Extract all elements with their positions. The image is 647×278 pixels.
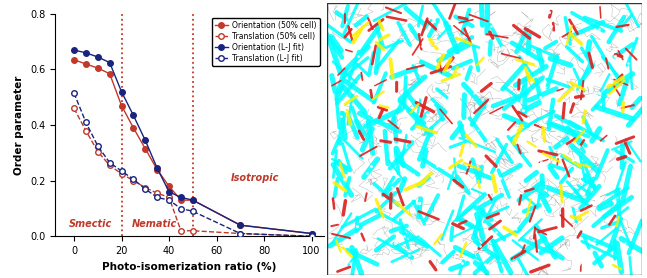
- X-axis label: Photo-isomerization ratio (%): Photo-isomerization ratio (%): [102, 262, 276, 272]
- Y-axis label: Order parameter: Order parameter: [14, 75, 25, 175]
- Text: Isotropic: Isotropic: [230, 173, 279, 183]
- Text: Smectic: Smectic: [69, 219, 113, 229]
- Text: Nematic: Nematic: [132, 219, 177, 229]
- Legend: Orientation (50% cell), Translation (50% cell), Orientation (L-J fit), Translati: Orientation (50% cell), Translation (50%…: [212, 18, 320, 66]
